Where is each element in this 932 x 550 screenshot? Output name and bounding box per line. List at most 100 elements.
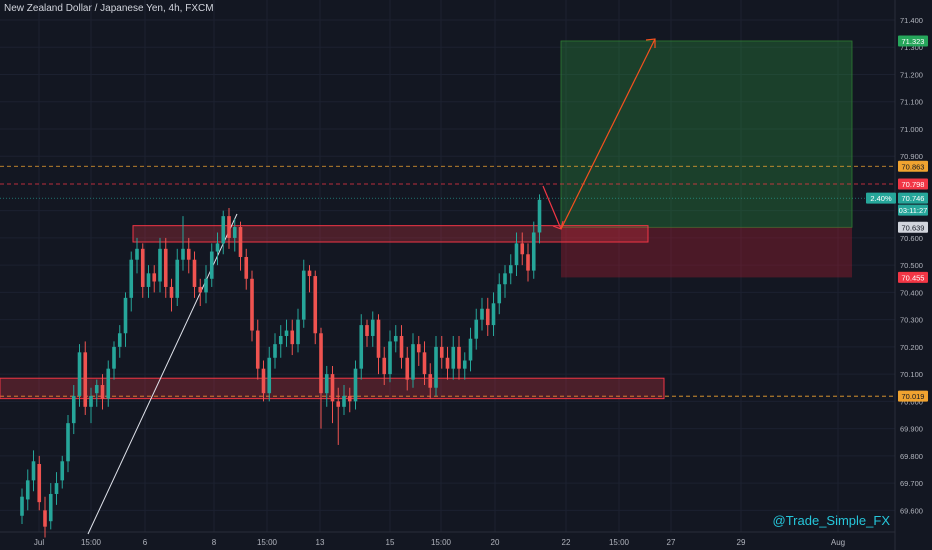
candle [83, 352, 88, 407]
candle [457, 346, 461, 369]
candle [117, 333, 122, 347]
y-tick-label: 69.600 [900, 506, 923, 515]
stop-zone [561, 227, 852, 278]
candle [158, 248, 162, 282]
candle [192, 259, 197, 287]
candle [503, 273, 507, 285]
candle [307, 270, 312, 277]
candle [526, 254, 530, 271]
candle [462, 360, 467, 369]
candle [428, 374, 433, 388]
chart-title: New Zealand Dollar / Japanese Yen, 4h, F… [4, 3, 214, 14]
x-tick-label: 15:00 [81, 538, 102, 547]
candle [319, 333, 323, 394]
candle [474, 319, 479, 339]
candle [60, 461, 65, 481]
x-tick-label: 15:00 [431, 538, 452, 547]
price-tag [898, 178, 928, 190]
candle [468, 338, 473, 361]
x-tick-label: 6 [143, 538, 148, 547]
candle [221, 216, 226, 244]
price-tag-label: 70.798 [902, 180, 925, 189]
candle [376, 319, 381, 358]
y-tick-label: 71.200 [900, 70, 923, 79]
projection-down-line [542, 185, 562, 230]
candle [313, 276, 318, 334]
candle [393, 335, 398, 342]
x-tick-label: 15 [386, 538, 395, 547]
candle [77, 352, 82, 396]
price-tag [898, 221, 928, 233]
y-tick-label: 69.900 [900, 425, 923, 434]
candle [439, 346, 444, 358]
candle [388, 341, 392, 375]
candle [330, 374, 335, 402]
y-tick-label: 70.900 [900, 152, 923, 161]
y-tick-label: 70.400 [900, 288, 923, 297]
candle [163, 248, 168, 287]
candle [405, 357, 410, 380]
candle [278, 335, 283, 345]
candle [71, 395, 76, 424]
candle [227, 216, 231, 238]
candle [324, 374, 329, 394]
candle [129, 259, 134, 298]
candle [399, 335, 404, 358]
candle [204, 278, 208, 293]
price-tag-label: 70.863 [902, 162, 925, 171]
candle [209, 251, 214, 279]
y-tick-label: 71.100 [900, 98, 923, 107]
candle [175, 259, 180, 298]
target-zone [560, 40, 853, 228]
candle [370, 319, 375, 336]
resistance-zone [132, 225, 649, 243]
price-tag [898, 192, 928, 204]
price-tag [866, 192, 896, 204]
candle [411, 344, 415, 380]
x-tick-label: Jul [34, 538, 44, 547]
candle [152, 273, 157, 282]
x-tick-label: 15:00 [609, 538, 630, 547]
candle [54, 483, 59, 494]
candle [181, 248, 185, 260]
x-tick-label: 22 [562, 538, 571, 547]
candle [261, 368, 266, 394]
price-tag-label: 2.40% [870, 194, 892, 203]
x-tick-label: Aug [831, 538, 845, 547]
candle [198, 286, 203, 293]
projection-up-line [560, 38, 656, 230]
y-tick-label: 70.000 [900, 397, 923, 406]
price-tag-label: 71.323 [902, 37, 925, 46]
price-tag [898, 271, 928, 283]
y-tick-label: 69.700 [900, 479, 923, 488]
candle [238, 227, 243, 257]
candle [347, 395, 352, 402]
candle [480, 308, 484, 320]
candle [244, 256, 249, 279]
candle [106, 368, 111, 399]
candle [37, 464, 42, 503]
y-tick-label: 70.200 [900, 343, 923, 352]
candle [296, 319, 300, 345]
candle [365, 325, 369, 336]
y-tick-label: 71.000 [900, 125, 923, 134]
candle [359, 325, 364, 369]
candle [20, 496, 24, 516]
candle [520, 243, 525, 255]
watermark: @Trade_Simple_FX [772, 513, 890, 528]
candle [94, 385, 99, 394]
candle [146, 273, 151, 287]
candle [531, 232, 536, 271]
candle [186, 248, 191, 260]
x-tick-label: 29 [737, 538, 746, 547]
candle [273, 344, 277, 358]
price-tag-label: 70.746 [902, 194, 925, 203]
price-tag [898, 390, 928, 402]
x-tick-label: 13 [316, 538, 325, 547]
candle [301, 270, 306, 320]
candle [290, 330, 295, 345]
candle [43, 510, 47, 527]
candle [66, 423, 70, 462]
price-tag-label: 03:11:27 [899, 206, 928, 215]
